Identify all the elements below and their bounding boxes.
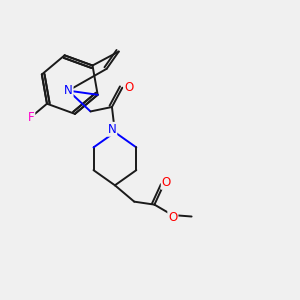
Text: O: O <box>124 81 134 94</box>
Text: O: O <box>162 176 171 189</box>
Text: F: F <box>28 111 34 124</box>
Text: N: N <box>108 123 116 136</box>
Text: O: O <box>168 212 178 224</box>
Text: N: N <box>64 84 73 97</box>
